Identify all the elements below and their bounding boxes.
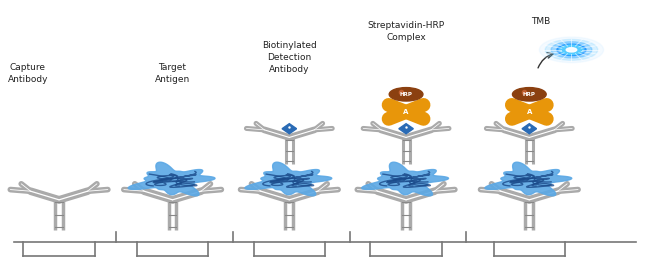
Polygon shape (128, 162, 215, 196)
Text: Target
Antigen: Target Antigen (155, 63, 190, 83)
Polygon shape (485, 162, 572, 196)
Polygon shape (282, 124, 296, 134)
Text: HRP: HRP (400, 92, 413, 97)
Polygon shape (522, 124, 537, 134)
Circle shape (545, 39, 598, 60)
Polygon shape (245, 162, 332, 196)
Circle shape (551, 42, 592, 58)
Circle shape (389, 88, 423, 101)
Text: Biotinylated
Detection
Antibody: Biotinylated Detection Antibody (262, 41, 317, 74)
Circle shape (557, 44, 586, 56)
Circle shape (540, 37, 604, 63)
Text: HRP: HRP (523, 92, 536, 97)
Circle shape (566, 48, 577, 52)
Text: A: A (526, 109, 532, 115)
Text: Capture
Antibody: Capture Antibody (8, 63, 48, 83)
Text: Streptavidin-HRP
Complex: Streptavidin-HRP Complex (367, 21, 445, 42)
Bar (519, 108, 540, 116)
Text: TMB: TMB (531, 17, 551, 26)
Circle shape (512, 88, 546, 101)
Polygon shape (361, 162, 448, 196)
Text: A: A (404, 109, 409, 115)
Circle shape (560, 45, 583, 55)
Polygon shape (399, 124, 413, 134)
Bar (396, 108, 417, 116)
